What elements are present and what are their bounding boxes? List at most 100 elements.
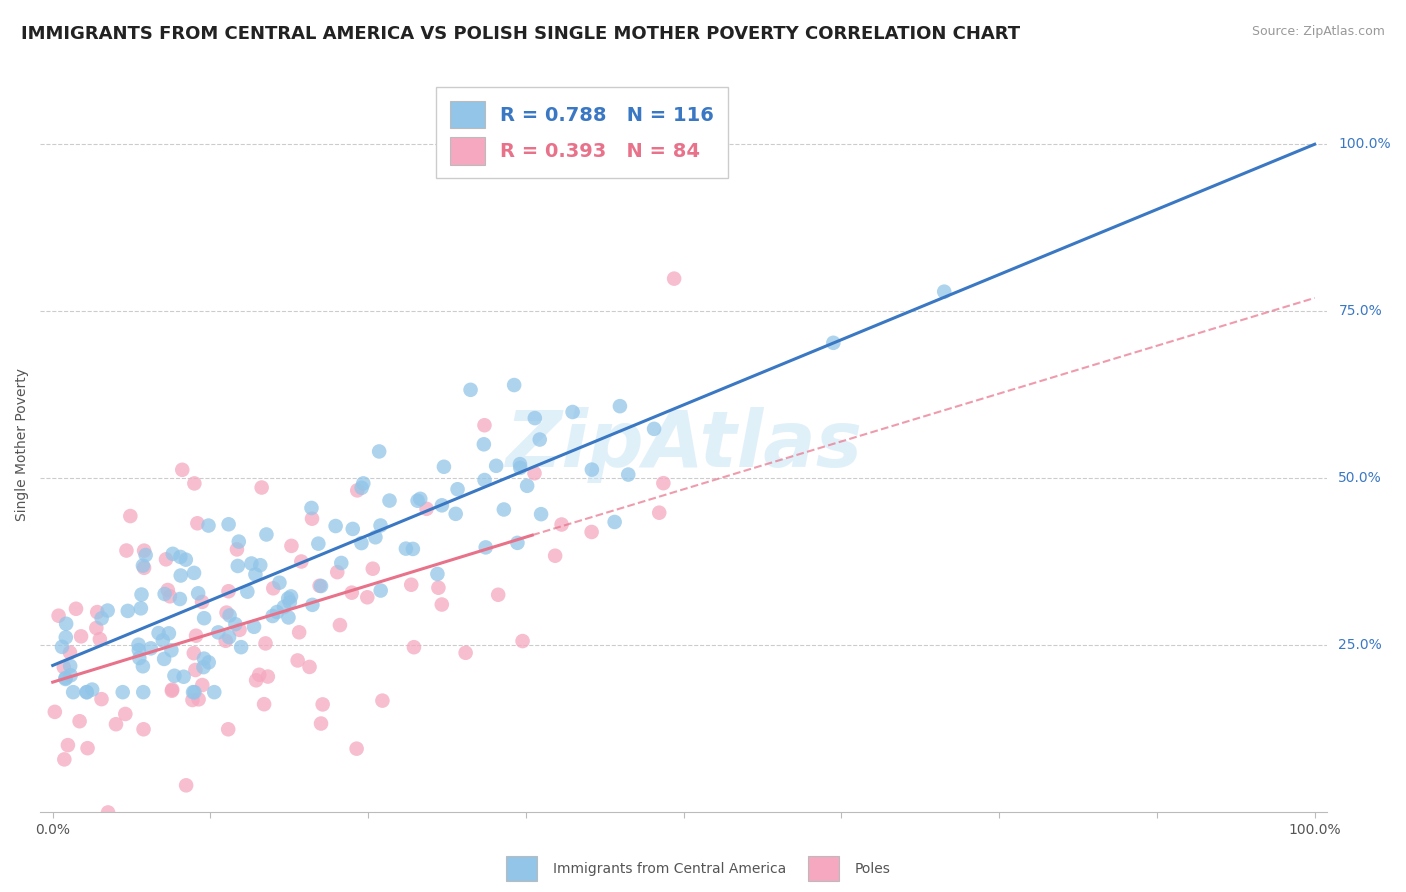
Point — [104, 717, 127, 731]
Point — [202, 685, 225, 699]
Point — [62, 685, 84, 699]
Point — [55, 631, 77, 645]
Point — [183, 566, 205, 580]
Point — [269, 575, 291, 590]
Point — [218, 517, 240, 532]
Point — [243, 620, 266, 634]
Point — [301, 500, 323, 515]
Point — [229, 640, 252, 655]
Point — [346, 741, 368, 756]
Point — [44, 705, 66, 719]
Text: Poles: Poles — [855, 862, 891, 876]
Point — [326, 565, 349, 579]
Point — [197, 656, 219, 670]
Point — [51, 640, 73, 654]
Point — [76, 685, 98, 699]
Point — [186, 516, 208, 531]
Point — [307, 536, 329, 550]
Point — [325, 519, 347, 533]
Point — [245, 673, 267, 688]
Point — [59, 668, 82, 682]
Point — [544, 549, 567, 563]
Point — [148, 626, 170, 640]
Point — [183, 646, 205, 660]
Point — [370, 518, 392, 533]
Point — [132, 558, 155, 573]
Point — [350, 536, 373, 550]
Point — [280, 539, 302, 553]
Point — [128, 651, 150, 665]
Point — [169, 549, 191, 564]
Point — [485, 458, 508, 473]
Text: Immigrants from Central America: Immigrants from Central America — [553, 862, 786, 876]
Point — [609, 399, 631, 413]
Point — [114, 706, 136, 721]
Point — [342, 522, 364, 536]
Point — [193, 611, 215, 625]
Point — [399, 578, 422, 592]
Point — [70, 629, 93, 643]
Point — [132, 723, 155, 737]
Point — [86, 605, 108, 619]
Point — [530, 507, 553, 521]
Point — [273, 599, 295, 614]
Text: 25.0%: 25.0% — [1339, 639, 1382, 652]
Point — [236, 584, 259, 599]
Point — [155, 552, 177, 566]
Point — [643, 422, 665, 436]
Point — [330, 556, 353, 570]
Point — [217, 723, 239, 737]
Text: IMMIGRANTS FROM CENTRAL AMERICA VS POLISH SINGLE MOTHER POVERTY CORRELATION CHAR: IMMIGRANTS FROM CENTRAL AMERICA VS POLIS… — [21, 25, 1021, 43]
Point — [280, 590, 302, 604]
Point — [250, 481, 273, 495]
Point — [128, 638, 150, 652]
Point — [132, 685, 155, 699]
Point — [430, 598, 453, 612]
Point — [256, 669, 278, 683]
Point — [207, 625, 229, 640]
Point — [135, 548, 157, 562]
Point — [340, 585, 363, 599]
Point — [309, 579, 332, 593]
Point — [266, 605, 288, 619]
Point — [187, 692, 209, 706]
Point — [120, 509, 142, 524]
Point — [368, 444, 391, 458]
Point — [550, 517, 572, 532]
Point — [218, 630, 240, 644]
Point — [253, 697, 276, 711]
Point — [228, 534, 250, 549]
Point — [523, 411, 546, 425]
Point — [76, 685, 98, 699]
Point — [301, 511, 323, 525]
Point — [131, 588, 153, 602]
Point — [934, 285, 956, 299]
Point — [277, 591, 299, 606]
Point — [184, 629, 207, 643]
Text: ZipAtlas: ZipAtlas — [505, 407, 862, 483]
Point — [163, 669, 186, 683]
Point — [218, 608, 240, 623]
Point — [170, 568, 193, 582]
Point — [474, 541, 496, 555]
Point — [183, 476, 205, 491]
Point — [48, 608, 70, 623]
Text: 75.0%: 75.0% — [1339, 304, 1382, 318]
Point — [160, 683, 183, 698]
Point — [129, 601, 152, 615]
Point — [59, 646, 82, 660]
Point — [152, 633, 174, 648]
Point — [183, 685, 205, 699]
Point — [378, 493, 401, 508]
Y-axis label: Single Mother Poverty: Single Mother Poverty — [15, 368, 30, 522]
Point — [218, 584, 240, 599]
Point — [97, 603, 120, 617]
Point — [350, 481, 373, 495]
Point — [346, 483, 368, 498]
Text: 50.0%: 50.0% — [1339, 471, 1382, 485]
Text: 100.0%: 100.0% — [1339, 137, 1391, 152]
Point — [474, 418, 496, 433]
Point — [90, 611, 112, 625]
Point — [290, 555, 312, 569]
Point — [506, 536, 529, 550]
